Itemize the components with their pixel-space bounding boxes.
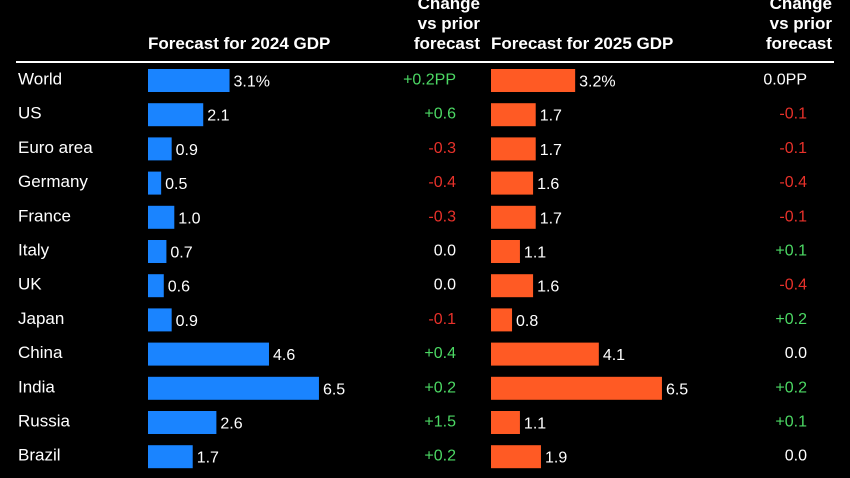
change-label-2025: +0.1 [775,243,807,260]
bar-2024 [148,137,172,161]
bar-2024 [148,376,319,400]
change-label-2024: -0.4 [428,174,456,191]
value-label-2025: 1.7 [540,142,562,159]
change-label-2025: 0.0 [785,448,807,465]
bar-2025 [491,274,534,298]
bar-2025 [491,445,541,469]
country-label: Brazil [18,446,61,465]
change-label-2024: +0.4 [424,345,456,362]
value-label-2024: 0.6 [168,279,190,296]
change-label-2025: -0.1 [779,140,807,157]
value-label-2025: 1.6 [537,176,559,193]
value-label-2024: 0.9 [176,313,198,330]
change-label-2025: 0.0PP [763,72,807,89]
bar-2025 [491,376,662,400]
value-label-2024: 2.1 [207,108,229,125]
change-2025-header-line2: vs prior [769,14,832,33]
bar-2025 [491,411,520,434]
change-label-2025: +0.1 [775,414,807,431]
forecast-2025-header: Forecast for 2025 GDP [491,34,674,53]
country-label: France [18,206,71,225]
value-label-2025: 3.2% [579,74,615,91]
bar-2024 [148,411,217,434]
value-label-2025: 1.7 [540,210,562,227]
value-label-2024: 0.9 [176,142,198,159]
country-label: Italy [18,241,50,260]
change-label-2025: -0.1 [779,106,807,123]
bar-2025 [491,205,536,229]
country-label: Euro area [18,138,93,157]
bar-2025 [491,69,576,92]
change-label-2025: 0.0 [785,345,807,362]
value-label-2024: 1.7 [197,450,219,467]
bar-2025 [491,103,536,127]
bar-2024 [148,274,164,298]
bar-2024 [148,205,175,229]
bar-2024 [148,171,162,195]
change-2024-header: Change vs prior forecast [380,0,480,54]
change-label-2025: +0.2 [775,379,807,396]
value-label-2025: 6.5 [666,381,688,398]
value-label-2024: 3.1% [234,74,270,91]
value-label-2024: 0.7 [170,245,192,262]
country-label: China [18,343,63,362]
bar-2024 [148,445,193,469]
bar-2024 [148,103,204,127]
value-label-2025: 1.7 [540,108,562,125]
change-label-2025: +0.2 [775,311,807,328]
country-label: World [18,70,62,89]
country-label: India [18,377,55,396]
change-label-2024: +0.2PP [403,72,456,89]
value-label-2024: 6.5 [323,381,345,398]
change-2025-header: Change vs prior forecast [732,0,832,54]
change-label-2025: -0.4 [779,174,807,191]
header-rule [16,61,834,63]
change-2024-header-line3: forecast [413,34,480,53]
forecast-2024-header: Forecast for 2024 GDP [148,34,331,53]
country-label: Japan [18,309,64,328]
value-label-2025: 1.6 [537,279,559,296]
change-label-2024: -0.1 [428,311,456,328]
change-2024-header-line2: vs prior [417,14,480,33]
value-label-2025: 1.1 [524,245,546,262]
change-label-2024: +0.2 [424,448,456,465]
bar-2025 [491,308,513,332]
change-label-2025: -0.1 [779,208,807,225]
bar-2024 [148,342,269,366]
bar-2025 [491,171,534,195]
value-label-2024: 0.5 [165,176,187,193]
value-label-2025: 1.9 [545,450,567,467]
value-label-2025: 4.1 [603,347,625,364]
change-2025-header-line1: Change [769,0,832,13]
bar-2024 [148,69,230,92]
country-label: US [18,104,42,123]
change-label-2024: 0.0 [434,243,456,260]
change-label-2024: +1.5 [424,414,456,431]
change-label-2024: +0.6 [424,106,456,123]
change-label-2025: -0.4 [779,277,807,294]
country-label: UK [18,275,42,294]
bar-2025 [491,240,520,263]
bar-2024 [148,240,167,263]
change-2025-header-line3: forecast [765,34,832,53]
change-label-2024: -0.3 [428,140,456,157]
value-label-2025: 1.1 [524,416,546,433]
value-label-2024: 1.0 [178,210,200,227]
change-label-2024: -0.3 [428,208,456,225]
value-label-2025: 0.8 [516,313,538,330]
country-label: Russia [18,412,71,431]
change-label-2024: +0.2 [424,379,456,396]
bar-2025 [491,137,536,161]
change-2024-header-line1: Change [417,0,480,13]
value-label-2024: 2.6 [220,416,242,433]
bar-2025 [491,342,599,366]
value-label-2024: 4.6 [273,347,295,364]
change-label-2024: 0.0 [434,277,456,294]
country-label: Germany [18,172,88,191]
bar-2024 [148,308,172,332]
